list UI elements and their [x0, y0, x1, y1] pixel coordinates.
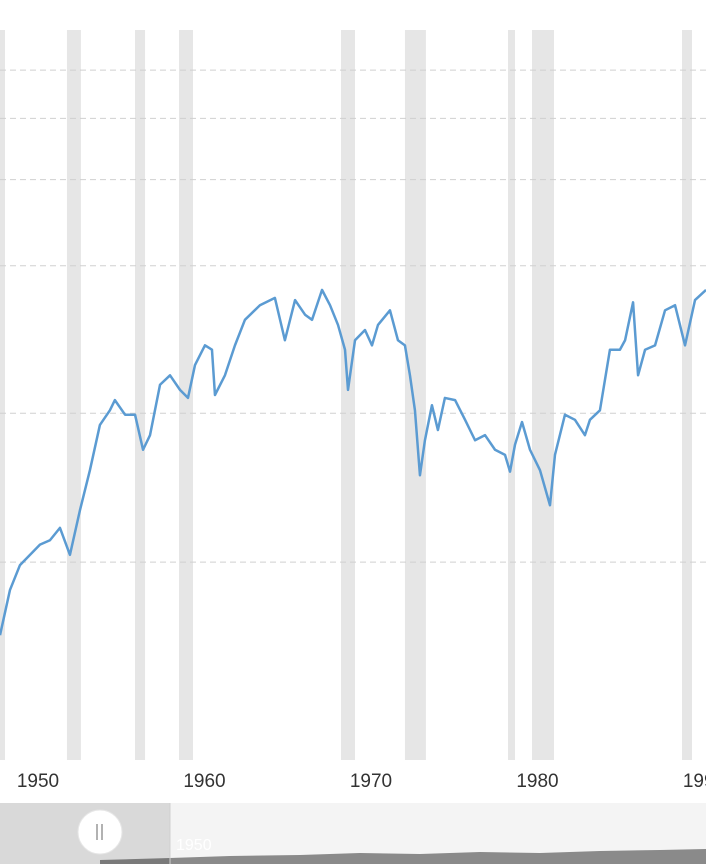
- navigator-series-masked: [100, 858, 170, 864]
- x-tick-label: 1950: [17, 771, 59, 792]
- x-tick-label: 1960: [183, 771, 225, 792]
- recession-bands: [0, 30, 693, 760]
- recession-band: [66, 30, 81, 760]
- recession-band: [682, 30, 693, 760]
- recession-band: [341, 30, 355, 760]
- navigator-series: [170, 849, 706, 864]
- navigator[interactable]: 1950: [0, 803, 706, 864]
- x-tick-label: 1970: [350, 771, 392, 792]
- data-line: [0, 288, 706, 636]
- grid: [0, 69, 706, 563]
- x-axis: 1950 1960 1970 1980 1990: [17, 771, 706, 792]
- x-tick-label: 1990: [683, 771, 706, 792]
- recession-band: [135, 30, 146, 760]
- navigator-label: 1950: [176, 837, 212, 854]
- recession-band: [0, 30, 5, 760]
- navigator-handle[interactable]: [77, 809, 123, 855]
- plot: [0, 288, 706, 636]
- recession-band: [404, 30, 426, 760]
- recession-band: [531, 30, 554, 760]
- x-tick-label: 1980: [516, 771, 558, 792]
- recession-band: [508, 30, 516, 760]
